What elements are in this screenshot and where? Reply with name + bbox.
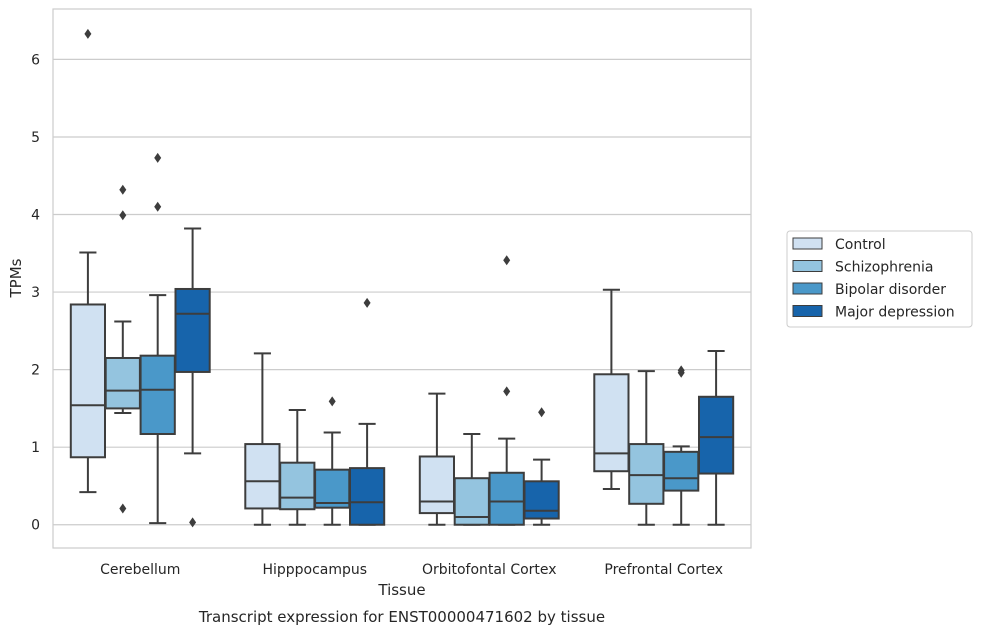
x-tick-label: Orbitofontal Cortex <box>422 562 557 578</box>
y-tick-label: 0 <box>31 518 40 534</box>
box <box>663 365 700 526</box>
box <box>523 407 560 526</box>
legend-swatch <box>792 260 823 272</box>
outlier-point <box>119 503 127 514</box>
outlier-point <box>538 407 546 418</box>
box <box>418 392 456 526</box>
y-tick-label: 1 <box>31 440 40 456</box>
x-axis-ticks: Cerebellum Hipppocampus Orbitofontal Corte… <box>100 562 723 578</box>
box-body <box>69 303 107 459</box>
x-tick-label: Cerebellum <box>100 562 180 578</box>
box-body <box>628 443 665 505</box>
box <box>314 396 351 526</box>
y-tick-label: 4 <box>31 208 40 224</box>
outlier-point <box>503 386 511 397</box>
box <box>174 227 211 528</box>
x-tick-label: Prefrontal Cortex <box>604 562 723 578</box>
box-body <box>244 443 281 510</box>
outlier-point <box>503 255 511 266</box>
legend-label: Control <box>835 237 886 253</box>
legend-swatch <box>792 282 823 295</box>
box <box>348 297 386 526</box>
outlier-point <box>189 517 197 528</box>
legend-label: Schizophrenia <box>835 260 933 276</box>
chart-title: Transcript expression for ENST0000047160… <box>198 608 605 626</box>
box-body <box>314 468 351 509</box>
box-body <box>418 455 456 515</box>
y-axis-label: TPMs <box>7 258 25 298</box>
box <box>628 370 665 526</box>
box-body <box>523 480 560 520</box>
plot-area-frame <box>52 8 752 549</box>
legend-frame <box>786 230 973 328</box>
legend-label: Bipolar disorder <box>835 282 946 298</box>
x-axis-label: Tissue <box>377 581 425 599</box>
outlier-point <box>363 297 371 308</box>
box-body <box>174 287 211 373</box>
outlier-point <box>84 28 92 39</box>
box <box>139 152 176 525</box>
box-body <box>488 471 525 526</box>
box <box>104 184 141 514</box>
x-tick-label: Hipppocampus <box>262 562 367 578</box>
y-axis-ticks: 0 1 2 3 4 5 6 <box>31 52 40 533</box>
y-tick-label: 3 <box>31 285 40 301</box>
box <box>488 255 525 526</box>
legend-label: Major depression <box>835 305 955 321</box>
y-tick-label: 6 <box>31 52 40 68</box>
legend: Control Schizophrenia Bipolar disorder Majo… <box>786 230 973 328</box>
legend-swatch <box>792 237 823 250</box>
box <box>279 408 316 526</box>
legend-entries: Control Schizophrenia Bipolar disorder Majo… <box>792 237 955 321</box>
box <box>697 350 735 526</box>
outlier-point <box>328 396 336 407</box>
outlier-point <box>119 210 127 221</box>
box-body <box>593 373 630 473</box>
outlier-point <box>677 365 685 376</box>
y-tick-label: 5 <box>31 130 40 146</box>
outlier-point <box>119 184 127 195</box>
legend-swatch <box>792 305 823 317</box>
box <box>593 288 630 491</box>
boxes <box>69 28 735 528</box>
box-body <box>348 467 386 526</box>
box <box>244 352 281 526</box>
outlier-point <box>154 201 162 212</box>
box-body <box>663 450 700 492</box>
box <box>69 28 107 494</box>
box-body <box>697 395 735 475</box>
outlier-point <box>154 152 162 163</box>
y-tick-label: 2 <box>31 363 40 379</box>
box-body <box>279 461 316 511</box>
box-body <box>139 354 176 435</box>
box <box>453 432 490 526</box>
box-body <box>104 356 141 410</box>
